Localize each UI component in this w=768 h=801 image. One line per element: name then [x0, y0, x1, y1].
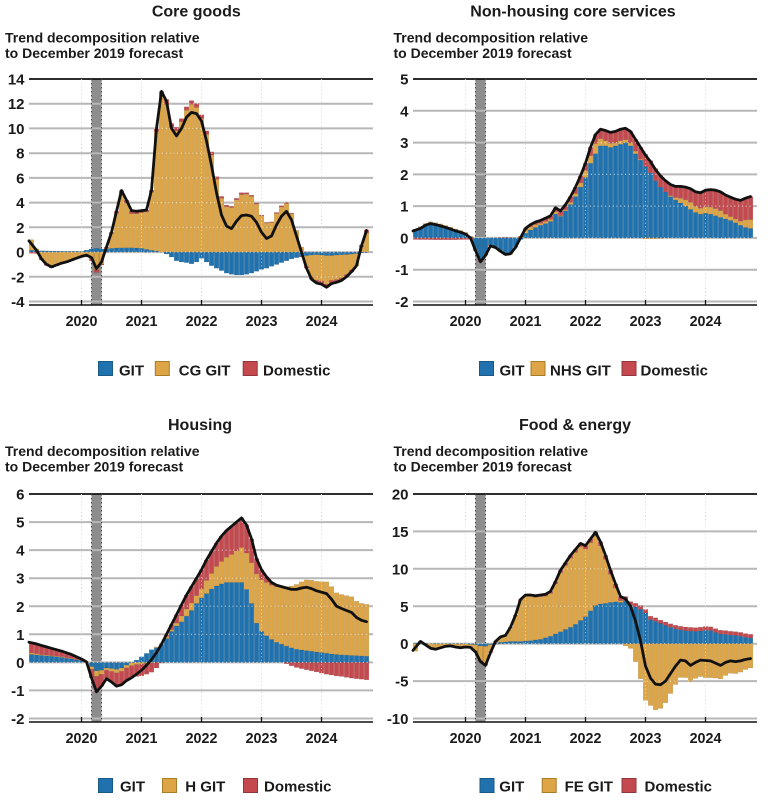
svg-text:2024: 2024	[690, 731, 722, 747]
svg-text:2023: 2023	[630, 314, 662, 330]
svg-text:NHS GIT: NHS GIT	[550, 363, 611, 380]
svg-text:2021: 2021	[126, 314, 158, 330]
svg-text:GIT: GIT	[120, 779, 145, 796]
svg-text:Trend decomposition relative: Trend decomposition relative	[394, 443, 589, 459]
svg-text:Housing: Housing	[168, 417, 232, 434]
svg-text:2023: 2023	[246, 314, 278, 330]
svg-text:3: 3	[16, 571, 24, 588]
svg-text:-2: -2	[11, 711, 24, 728]
svg-text:0: 0	[16, 245, 24, 262]
svg-text:-2: -2	[11, 269, 24, 286]
svg-text:2024: 2024	[306, 314, 338, 330]
svg-text:Domestic: Domestic	[645, 779, 713, 796]
svg-text:1: 1	[400, 199, 408, 216]
svg-text:12: 12	[8, 96, 25, 113]
svg-text:2022: 2022	[570, 314, 602, 330]
svg-text:3: 3	[400, 135, 408, 152]
svg-text:2020: 2020	[450, 731, 482, 747]
svg-text:2021: 2021	[126, 731, 158, 747]
svg-text:0: 0	[400, 230, 408, 247]
svg-text:2020: 2020	[66, 731, 98, 747]
svg-text:to December 2019 forecast: to December 2019 forecast	[5, 459, 184, 475]
svg-text:20: 20	[392, 487, 409, 504]
svg-text:-4: -4	[11, 294, 25, 311]
svg-text:6: 6	[16, 170, 24, 187]
svg-text:to December 2019 forecast: to December 2019 forecast	[394, 459, 573, 475]
svg-text:Food & energy: Food & energy	[519, 417, 631, 434]
svg-text:-10: -10	[387, 711, 409, 728]
svg-text:Trend decomposition relative: Trend decomposition relative	[5, 443, 200, 459]
svg-text:Non-housing core services: Non-housing core services	[470, 4, 675, 21]
svg-text:to December 2019 forecast: to December 2019 forecast	[5, 45, 184, 61]
svg-text:15: 15	[392, 524, 409, 541]
svg-text:5: 5	[400, 72, 408, 89]
svg-text:2023: 2023	[630, 731, 662, 747]
svg-text:to December 2019 forecast: to December 2019 forecast	[394, 45, 573, 61]
svg-text:2: 2	[400, 167, 408, 184]
svg-text:10: 10	[8, 121, 25, 138]
svg-text:2020: 2020	[66, 314, 98, 330]
svg-text:14: 14	[8, 72, 25, 89]
svg-text:10: 10	[392, 561, 409, 578]
svg-text:Domestic: Domestic	[264, 779, 332, 796]
svg-text:Trend decomposition relative: Trend decomposition relative	[394, 30, 589, 46]
svg-text:CG GIT: CG GIT	[179, 363, 231, 380]
svg-text:8: 8	[16, 146, 24, 163]
svg-text:6: 6	[16, 487, 24, 504]
svg-text:H GIT: H GIT	[185, 779, 225, 796]
svg-text:2024: 2024	[690, 314, 722, 330]
svg-text:4: 4	[400, 103, 409, 120]
svg-text:5: 5	[16, 515, 24, 532]
svg-text:4: 4	[16, 543, 25, 560]
svg-text:GIT: GIT	[499, 779, 524, 796]
svg-text:-5: -5	[395, 674, 408, 691]
svg-text:2: 2	[16, 220, 24, 237]
svg-text:GIT: GIT	[119, 363, 144, 380]
svg-text:2023: 2023	[246, 731, 278, 747]
svg-text:FE GIT: FE GIT	[565, 779, 613, 796]
svg-text:GIT: GIT	[500, 363, 525, 380]
svg-text:2022: 2022	[570, 731, 602, 747]
svg-text:-1: -1	[11, 683, 24, 700]
svg-text:Trend decomposition relative: Trend decomposition relative	[5, 30, 200, 46]
svg-text:Domestic: Domestic	[263, 363, 331, 380]
svg-text:-1: -1	[395, 262, 408, 279]
svg-text:2: 2	[16, 599, 24, 616]
svg-text:2021: 2021	[510, 314, 542, 330]
svg-text:Domestic: Domestic	[641, 363, 709, 380]
svg-text:5: 5	[400, 599, 408, 616]
svg-text:2022: 2022	[186, 314, 218, 330]
svg-text:2024: 2024	[306, 731, 338, 747]
svg-text:-2: -2	[395, 294, 408, 311]
svg-text:1: 1	[16, 627, 24, 644]
svg-text:Core goods: Core goods	[152, 4, 241, 21]
svg-text:2021: 2021	[510, 731, 542, 747]
svg-text:0: 0	[400, 636, 408, 653]
svg-text:0: 0	[16, 655, 24, 672]
svg-text:2020: 2020	[450, 314, 482, 330]
svg-text:2022: 2022	[186, 731, 218, 747]
svg-text:4: 4	[16, 195, 25, 212]
